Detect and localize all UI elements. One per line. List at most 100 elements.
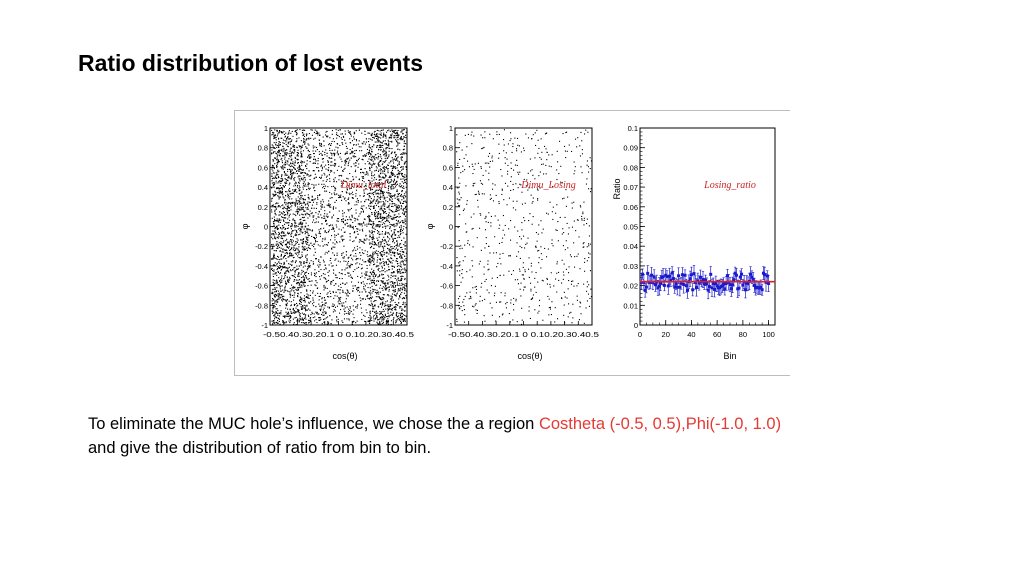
ratio-marker xyxy=(677,274,681,278)
ratio-marker xyxy=(734,273,738,277)
x-tick-label: 20 xyxy=(662,330,670,339)
ratio-marker xyxy=(666,284,670,288)
x-tick-labels: -0.50.40.30.20.1 0 0.10.20.30.40.5 xyxy=(448,330,599,339)
ratio-marker xyxy=(725,274,729,278)
ratio-marker xyxy=(723,287,727,291)
ratio-marker xyxy=(732,278,736,282)
y-tick-label: 0.2 xyxy=(443,203,453,212)
y-tick-label: 0 xyxy=(449,223,453,232)
ratio-marker xyxy=(683,273,687,277)
ratio-marker xyxy=(674,282,678,286)
ratio-marker xyxy=(659,281,663,285)
y-tick-label: 0.4 xyxy=(443,183,453,192)
y-axis-label: φ xyxy=(425,223,435,229)
ratio-marker xyxy=(707,285,711,289)
ratio-marker xyxy=(767,281,771,285)
ratio-marker xyxy=(740,272,744,276)
x-tick-label: 40 xyxy=(687,330,695,339)
y-tick-label: 0.02 xyxy=(623,282,638,291)
ratio-marker xyxy=(704,278,708,282)
y-tick-label: 0 xyxy=(264,223,268,232)
ratio-marker xyxy=(741,283,745,287)
ratio-marker xyxy=(706,288,710,292)
ratio-marker xyxy=(722,282,726,286)
ratio-marker xyxy=(731,283,735,287)
ratio-marker xyxy=(652,275,656,279)
y-tick-label: 0.09 xyxy=(623,144,638,153)
histogram-figure: 1 0.8 0.6 0.4 0.2 0 -0.2 -0.4 -0.6 -0.8 -1 -0.50.40… xyxy=(234,110,790,376)
ratio-marker xyxy=(765,274,769,278)
ratio-marker xyxy=(759,285,763,289)
ratio-marker xyxy=(729,287,733,291)
caption-region-highlight: Costheta (-0.5, 0.5),Phi(-1.0, 1.0) xyxy=(538,415,782,433)
y-axis-label: φ xyxy=(240,223,250,229)
ratio-marker xyxy=(715,284,719,288)
ratio-marker xyxy=(653,283,657,287)
ratio-marker xyxy=(714,282,718,286)
ratio-marker xyxy=(705,282,709,286)
x-tick-labels: -0.50.40.30.20.1 0 0.10.20.30.40.5 xyxy=(263,330,414,339)
ratio-marker xyxy=(746,282,750,286)
ratio-marker xyxy=(641,272,645,276)
ratio-marker xyxy=(724,281,728,285)
ratio-marker xyxy=(656,286,660,290)
ratio-marker xyxy=(733,271,737,275)
y-tick-label: 0.8 xyxy=(443,144,453,153)
ratio-marker xyxy=(713,287,717,291)
y-tick-label: 0.4 xyxy=(258,183,268,192)
histogram-title: Dimu_Losing xyxy=(520,180,575,191)
histogram-title: Losing_ratio xyxy=(703,180,756,191)
ratio-marker xyxy=(646,271,650,275)
ratio-marker xyxy=(684,284,688,288)
y-tick-label: 0.06 xyxy=(623,203,638,212)
ratio-marker xyxy=(698,275,702,279)
ratio-marker xyxy=(688,277,692,281)
y-tick-label: -0.6 xyxy=(255,282,268,291)
ratio-marker xyxy=(686,288,690,292)
scatter-points-total xyxy=(271,129,408,326)
ratio-marker xyxy=(743,288,747,292)
y-tick-label: 0.04 xyxy=(623,242,638,251)
y-tick-label: 0.6 xyxy=(443,163,453,172)
plot-frame-3 xyxy=(639,127,776,326)
x-axis-label: cos(θ) xyxy=(517,351,542,361)
y-tick-label: -1 xyxy=(261,321,268,330)
ratio-marker xyxy=(751,277,755,281)
ratio-marker xyxy=(728,283,732,287)
ratio-marker xyxy=(691,288,695,292)
histogram-title: Dimu_total xyxy=(340,180,387,191)
x-tick-label: 80 xyxy=(739,330,747,339)
ratio-marker xyxy=(710,286,714,290)
ratio-marker xyxy=(752,284,756,288)
caption-part-2: and give the distribution of ratio from … xyxy=(88,439,432,457)
y-tick-label: -0.8 xyxy=(440,301,453,310)
ratio-marker xyxy=(760,288,764,292)
ratio-marker xyxy=(675,285,679,289)
slide-title: Ratio distribution of lost events xyxy=(78,50,424,76)
ratio-marker xyxy=(673,285,677,289)
scatter-points-losing xyxy=(456,129,592,325)
ratio-marker xyxy=(689,273,693,277)
y-tick-label: 1 xyxy=(264,124,268,133)
ratio-marker xyxy=(661,275,665,279)
y-tick-label: 0.1 xyxy=(628,124,638,133)
caption-part-1: To eliminate the MUC hole’s influence, w… xyxy=(88,415,539,433)
ratio-marker xyxy=(650,273,654,277)
x-tick-label: 0 xyxy=(638,330,642,339)
ratio-marker xyxy=(665,275,669,279)
y-tick-label: 0.8 xyxy=(258,144,268,153)
ratio-marker xyxy=(697,281,701,285)
y-tick-label: 0.03 xyxy=(623,262,638,271)
ratio-marker xyxy=(763,273,767,277)
y-tick-label: -0.4 xyxy=(255,262,268,271)
ratio-marker xyxy=(711,282,715,286)
ratio-marker xyxy=(678,285,682,289)
y-tick-label: 0.08 xyxy=(623,163,638,172)
ratio-marker xyxy=(737,286,741,290)
y-tick-label: 0.2 xyxy=(258,203,268,212)
ratio-marker xyxy=(680,273,684,277)
ratio-marker xyxy=(720,284,724,288)
ratio-marker xyxy=(738,275,742,279)
y-tick-label: -0.6 xyxy=(440,282,453,291)
ratio-marker xyxy=(662,283,666,287)
